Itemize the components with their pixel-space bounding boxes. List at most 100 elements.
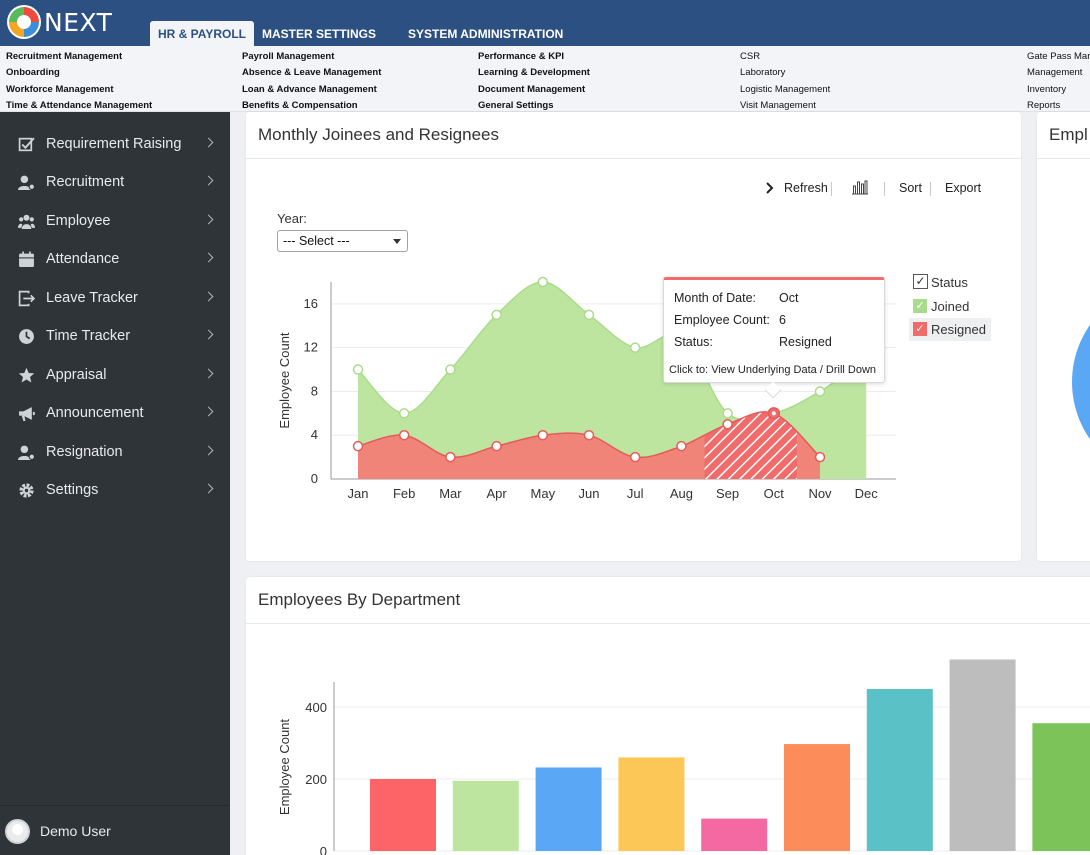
tab-system-administration[interactable]: SYSTEM ADMINISTRATION — [408, 27, 564, 41]
resigned-point-center — [771, 411, 776, 416]
sidebar-item-recruitment[interactable]: Recruitment — [0, 163, 230, 201]
resigned-point — [537, 429, 549, 441]
sidebar-item-appraisal[interactable]: Appraisal — [0, 356, 230, 394]
year-select-value: --- Select --- — [283, 234, 350, 248]
submenu-link[interactable]: Logistic Management — [740, 83, 831, 95]
legend-title: Status — [931, 275, 968, 290]
year-label: Year: — [277, 211, 307, 226]
bar — [618, 757, 685, 851]
refresh-button[interactable]: Refresh — [784, 181, 828, 195]
x-tick-label: Feb — [393, 486, 415, 501]
submenu-link[interactable]: Gate Pass Mar — [1027, 51, 1090, 62]
user-profile[interactable]: Demo User — [0, 805, 230, 855]
chart-tooltip[interactable]: Month of Date: Oct Employee Count: 6 Sta… — [663, 277, 885, 399]
bar — [370, 779, 436, 851]
y-tick-label: 12 — [304, 340, 318, 355]
toolbar-divider — [930, 182, 931, 196]
pie-chart-slice[interactable] — [1072, 282, 1090, 482]
clock-icon — [19, 329, 34, 344]
bar-chart-icon[interactable] — [851, 180, 869, 195]
sort-button[interactable]: Sort — [899, 181, 922, 195]
resigned-point — [814, 451, 826, 463]
y-axis-label: Employee Count — [277, 719, 292, 815]
sidebar-item-label: Announcement — [46, 405, 144, 421]
chevron-right-icon — [203, 137, 214, 148]
gear-icon — [19, 483, 34, 498]
legend-resigned-swatch[interactable]: ✓ — [913, 322, 927, 336]
submenu-link[interactable]: Onboarding — [6, 67, 60, 79]
submenu-column-4: CSR Laboratory Logistic Management Visit… — [740, 49, 830, 114]
submenu-link[interactable]: Recruitment Management — [6, 51, 123, 62]
sidebar: Requirement Raising Recruitment Employee… — [0, 112, 230, 855]
resigned-point — [398, 429, 410, 441]
chevron-right-icon — [766, 182, 774, 194]
tooltip-count-key: Employee Count: — [674, 313, 770, 327]
sidebar-item-settings[interactable]: Settings — [0, 471, 230, 509]
submenu-link[interactable]: Inventory — [1027, 83, 1067, 95]
x-tick-label: Jan — [348, 486, 369, 501]
sidebar-item-label: Leave Tracker — [46, 290, 138, 306]
submenu-link[interactable]: Performance & KPI — [478, 51, 565, 62]
legend-resigned-label[interactable]: Resigned — [931, 322, 986, 337]
submenu-link[interactable]: Workforce Management — [6, 83, 114, 95]
resigned-point — [629, 451, 641, 463]
legend-joined-swatch[interactable]: ✓ — [913, 299, 927, 313]
tooltip-drilldown-link[interactable]: Click to: View Underlying Data / Drill D… — [669, 364, 876, 376]
toolbar-divider — [884, 182, 885, 196]
submenu-link[interactable]: Visit Management — [740, 99, 816, 111]
submenu-link[interactable]: Loan & Advance Management — [242, 83, 377, 95]
joined-point — [491, 309, 502, 321]
logo-text: NEXT — [44, 8, 113, 37]
user-name: Demo User — [40, 823, 111, 839]
y-tick-label: 0 — [320, 844, 327, 855]
chevron-right-icon — [203, 214, 214, 225]
user-gear-icon — [18, 175, 35, 190]
calendar-icon — [19, 251, 34, 267]
sidebar-item-requirement-raising[interactable]: Requirement Raising — [0, 125, 230, 163]
chevron-right-icon — [203, 291, 214, 302]
user-minus-icon — [18, 445, 35, 460]
chevron-right-icon — [203, 445, 214, 456]
submenu-link[interactable]: Payroll Management — [242, 51, 335, 62]
tooltip-status-key: Status: — [674, 335, 713, 349]
submenu-link[interactable]: Absence & Leave Management — [242, 67, 382, 79]
card-title: Employees By Department — [258, 590, 461, 609]
joined-point — [352, 364, 364, 375]
submenu-link[interactable]: Reports — [1027, 99, 1061, 111]
resigned-point — [491, 440, 502, 452]
sidebar-item-time-tracker[interactable]: Time Tracker — [0, 317, 230, 355]
submenu-link[interactable]: Document Management — [478, 83, 586, 95]
legend-joined-label[interactable]: Joined — [931, 299, 970, 314]
top-bar: NEXT HR & PAYROLL MASTER SETTINGS SYSTEM… — [0, 0, 1090, 46]
sidebar-item-resignation[interactable]: Resignation — [0, 433, 230, 471]
submenu-link[interactable]: Laboratory — [740, 67, 786, 79]
submenu-link[interactable]: CSR — [740, 51, 761, 62]
x-tick-label: Sep — [716, 486, 739, 501]
sidebar-item-label: Recruitment — [46, 174, 125, 190]
legend-status-checkbox[interactable]: ✓ — [913, 274, 928, 289]
y-tick-label: 0 — [311, 471, 318, 486]
joined-point — [722, 408, 733, 419]
submenu-link[interactable]: General Settings — [478, 99, 554, 111]
tooltip-status-value: Resigned — [779, 335, 832, 349]
tooltip-count-value: 6 — [779, 313, 786, 327]
resigned-point — [445, 451, 456, 463]
sidebar-item-leave-tracker[interactable]: Leave Tracker — [0, 279, 230, 317]
tab-master-settings[interactable]: MASTER SETTINGS — [262, 27, 377, 41]
sidebar-item-attendance[interactable]: Attendance — [0, 240, 230, 278]
y-axis-label: Employee Count — [277, 332, 292, 428]
submenu-link[interactable]: Management — [1027, 67, 1083, 79]
tab-hr-payroll[interactable]: HR & PAYROLL — [150, 21, 255, 46]
toolbar-divider — [831, 182, 832, 196]
year-select[interactable]: --- Select --- — [277, 230, 408, 252]
avatar — [5, 819, 30, 844]
export-button[interactable]: Export — [945, 181, 982, 195]
y-tick-label: 16 — [304, 296, 318, 311]
submenu-link[interactable]: Learning & Development — [478, 67, 590, 79]
sidebar-item-employee[interactable]: Employee — [0, 202, 230, 240]
submenu-link[interactable]: Time & Attendance Management — [6, 99, 153, 111]
submenu-link[interactable]: Benefits & Compensation — [242, 99, 358, 111]
joined-point — [583, 309, 595, 321]
sidebar-item-announcement[interactable]: Announcement — [0, 394, 230, 432]
x-tick-label: Dec — [855, 486, 879, 501]
